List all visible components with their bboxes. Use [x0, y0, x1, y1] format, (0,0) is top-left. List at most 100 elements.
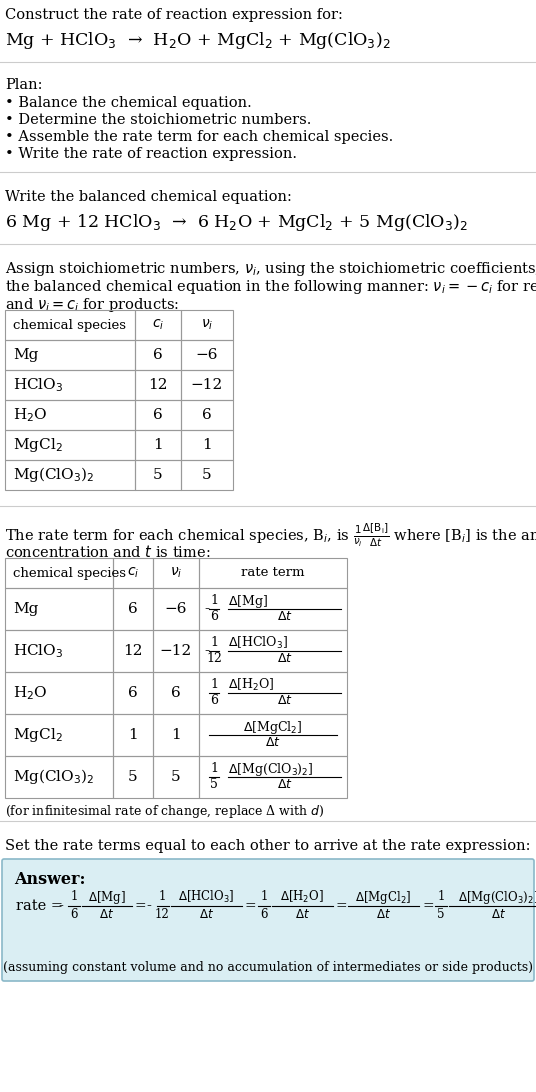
Text: The rate term for each chemical species, B$_i$, is $\frac{1}{\nu_i}\frac{\Delta[: The rate term for each chemical species,…: [5, 522, 536, 549]
Text: Mg: Mg: [13, 602, 39, 616]
Text: the balanced chemical equation in the following manner: $\nu_i = -c_i$ for react: the balanced chemical equation in the fo…: [5, 278, 536, 296]
Text: 1: 1: [437, 890, 445, 903]
Text: 6: 6: [70, 909, 78, 922]
Bar: [5, 672, 113, 714]
Text: (for infinitesimal rate of change, replace Δ with $d$): (for infinitesimal rate of change, repla…: [5, 803, 324, 820]
Bar: [5, 340, 135, 370]
Text: $\Delta$[H$_2$O]: $\Delta$[H$_2$O]: [228, 677, 274, 693]
Bar: [5, 310, 135, 340]
Bar: [199, 672, 347, 714]
Bar: [135, 460, 181, 490]
Bar: [199, 756, 347, 798]
Text: $\Delta$[Mg]: $\Delta$[Mg]: [88, 889, 125, 905]
Text: 6: 6: [153, 348, 163, 363]
Text: 5: 5: [171, 770, 181, 784]
Text: =: =: [245, 899, 257, 913]
Bar: [153, 558, 199, 587]
Bar: [199, 630, 347, 672]
Bar: [113, 756, 153, 798]
Text: 5: 5: [128, 770, 138, 784]
Text: $\Delta t$: $\Delta t$: [99, 909, 114, 922]
Text: =: =: [422, 899, 434, 913]
Text: • Assemble the rate term for each chemical species.: • Assemble the rate term for each chemic…: [5, 130, 393, 144]
Bar: [181, 400, 233, 430]
Text: -: -: [58, 899, 63, 913]
Bar: [5, 714, 113, 756]
Text: rate term: rate term: [241, 567, 305, 580]
Text: 5: 5: [437, 909, 445, 922]
Text: rate =: rate =: [16, 899, 68, 913]
Text: HClO$_3$: HClO$_3$: [13, 642, 63, 660]
Text: $\Delta t$: $\Delta t$: [277, 653, 293, 665]
Text: $\Delta$[Mg(ClO$_3$)$_2$]: $\Delta$[Mg(ClO$_3$)$_2$]: [458, 889, 536, 905]
Text: -: -: [204, 602, 209, 616]
Text: concentration and $t$ is time:: concentration and $t$ is time:: [5, 544, 211, 560]
Bar: [5, 460, 135, 490]
Text: • Balance the chemical equation.: • Balance the chemical equation.: [5, 96, 252, 110]
Text: 6: 6: [128, 686, 138, 700]
Text: 6 Mg + 12 HClO$_3$  →  6 H$_2$O + MgCl$_2$ + 5 Mg(ClO$_3$)$_2$: 6 Mg + 12 HClO$_3$ → 6 H$_2$O + MgCl$_2$…: [5, 212, 468, 233]
Text: -: -: [146, 899, 151, 913]
Text: $\Delta t$: $\Delta t$: [376, 909, 391, 922]
Bar: [153, 714, 199, 756]
Bar: [153, 587, 199, 630]
Text: $\Delta t$: $\Delta t$: [491, 909, 506, 922]
Bar: [153, 756, 199, 798]
Bar: [113, 558, 153, 587]
Text: $\Delta$[Mg]: $\Delta$[Mg]: [228, 593, 268, 609]
Text: (assuming constant volume and no accumulation of intermediates or side products): (assuming constant volume and no accumul…: [3, 961, 533, 973]
FancyBboxPatch shape: [2, 859, 534, 981]
Bar: [135, 340, 181, 370]
Text: 1: 1: [210, 678, 218, 691]
Bar: [153, 672, 199, 714]
Text: 6: 6: [210, 610, 218, 624]
Text: Mg + HClO$_3$  →  H$_2$O + MgCl$_2$ + Mg(ClO$_3$)$_2$: Mg + HClO$_3$ → H$_2$O + MgCl$_2$ + Mg(C…: [5, 29, 391, 51]
Text: 1: 1: [159, 890, 166, 903]
Text: 6: 6: [128, 602, 138, 616]
Bar: [5, 587, 113, 630]
Bar: [135, 370, 181, 400]
Text: 1: 1: [210, 762, 218, 775]
Text: 12: 12: [123, 644, 143, 658]
Bar: [113, 587, 153, 630]
Bar: [199, 558, 347, 587]
Text: $\Delta t$: $\Delta t$: [277, 610, 293, 624]
Text: $\Delta$[Mg(ClO$_3$)$_2$]: $\Delta$[Mg(ClO$_3$)$_2$]: [228, 760, 314, 778]
Bar: [135, 310, 181, 340]
Text: Assign stoichiometric numbers, $\nu_i$, using the stoichiometric coefficients, $: Assign stoichiometric numbers, $\nu_i$, …: [5, 260, 536, 278]
Text: H$_2$O: H$_2$O: [13, 406, 48, 424]
Text: H$_2$O: H$_2$O: [13, 685, 48, 702]
Text: Plan:: Plan:: [5, 78, 42, 92]
Bar: [199, 714, 347, 756]
Text: 5: 5: [202, 468, 212, 482]
Text: 1: 1: [171, 728, 181, 741]
Text: 1: 1: [70, 890, 78, 903]
Text: Construct the rate of reaction expression for:: Construct the rate of reaction expressio…: [5, 8, 343, 22]
Text: $\Delta$[HClO$_3$]: $\Delta$[HClO$_3$]: [178, 889, 235, 905]
Bar: [153, 630, 199, 672]
Text: =: =: [336, 899, 347, 913]
Text: 12: 12: [148, 378, 168, 392]
Text: −6: −6: [196, 348, 218, 363]
Bar: [5, 756, 113, 798]
Text: $c_i$: $c_i$: [127, 566, 139, 580]
Bar: [5, 630, 113, 672]
Text: 1: 1: [202, 438, 212, 452]
Bar: [5, 558, 113, 587]
Bar: [135, 430, 181, 460]
Text: -: -: [204, 644, 209, 658]
Text: MgCl$_2$: MgCl$_2$: [13, 726, 63, 744]
Text: $\Delta t$: $\Delta t$: [277, 695, 293, 708]
Text: 12: 12: [155, 909, 170, 922]
Bar: [5, 370, 135, 400]
Text: Mg(ClO$_3$)$_2$: Mg(ClO$_3$)$_2$: [13, 768, 94, 786]
Bar: [113, 672, 153, 714]
Text: $\nu_i$: $\nu_i$: [170, 566, 182, 580]
Text: 1: 1: [210, 594, 218, 607]
Text: 12: 12: [206, 653, 222, 665]
Text: MgCl$_2$: MgCl$_2$: [13, 436, 63, 454]
Text: • Determine the stoichiometric numbers.: • Determine the stoichiometric numbers.: [5, 112, 311, 127]
Bar: [181, 370, 233, 400]
Text: $\Delta t$: $\Delta t$: [295, 909, 310, 922]
Bar: [181, 310, 233, 340]
